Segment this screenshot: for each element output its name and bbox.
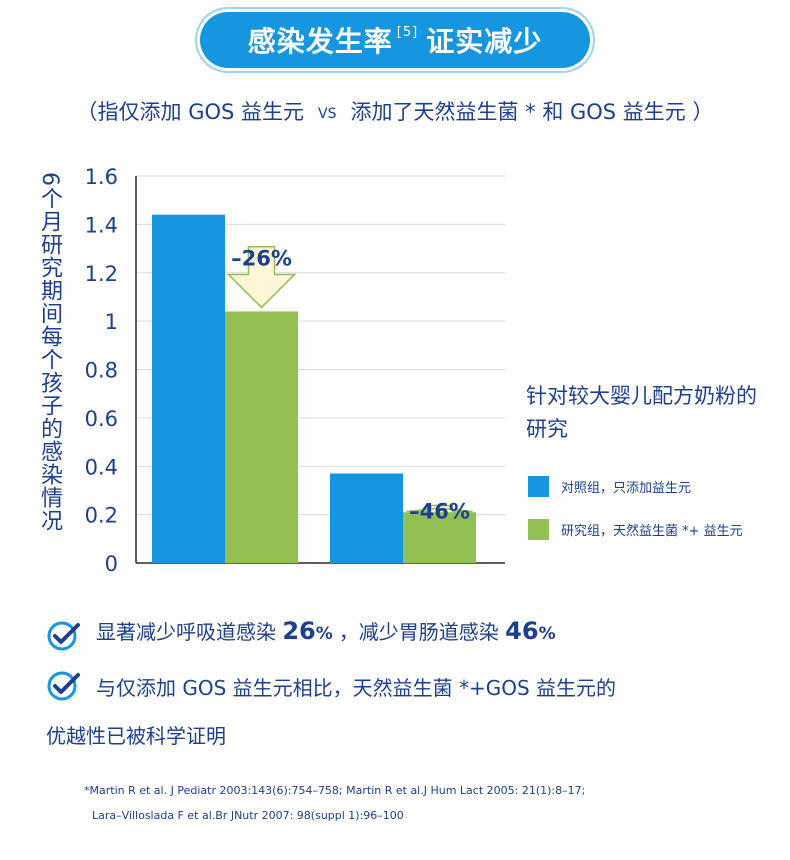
legend-swatch-study [528, 519, 549, 540]
bullet-1-number-1: 26 [282, 617, 316, 645]
bullet-1-percent-1: % [315, 624, 333, 644]
bullet-respiratory: 显著减少呼吸道感染 26% ，减少胃肠道感染 46% [46, 618, 562, 654]
bullet-1-text-b: ，减少胃肠道感染 [338, 620, 499, 644]
check-circle-icon [47, 671, 80, 701]
bullet-2-line-1: 与仅添加 GOS 益生元相比，天然益生菌 *+GOS 益生元的 [96, 676, 617, 700]
bullet-1-number-2: 46 [505, 617, 539, 645]
reference-line-2: Lara–Villoslada F et al.Br JNutr 2007: 9… [92, 809, 404, 822]
references: *Martin R et al. J Pediatr 2003:143(6):7… [84, 778, 585, 828]
y-tick-label: 0.6 [85, 407, 118, 431]
reference-line-1: *Martin R et al. J Pediatr 2003:143(6):7… [84, 784, 586, 797]
check-circle-icon [47, 621, 80, 651]
y-tick-label: 0.2 [85, 504, 118, 528]
bar-control-1 [152, 214, 225, 563]
title-end: 证实减少 [426, 25, 543, 58]
bullet-superiority: 与仅添加 GOS 益生元相比，天然益生菌 *+GOS 益生元的 优越性已被科学证… [46, 664, 616, 760]
subtitle: （指仅添加 GOS 益生元 VS 添加了天然益生菌 * 和 GOS 益生元 ） [0, 96, 790, 126]
y-tick-label: 1 [105, 310, 118, 334]
bar-chart: 1.6 1.4 1.2 1 0.8 0.6 0.4 0.2 0 –26% –46% [85, 165, 505, 576]
legend-item-control: 对照组，只添加益生元 [528, 476, 691, 497]
legend-swatch-control [528, 476, 549, 497]
title-banner: 感染发生率 [5] 证实减少 [200, 12, 590, 68]
legend-label-control: 对照组，只添加益生元 [561, 481, 692, 496]
y-tick-label: 0.4 [85, 455, 118, 479]
bullet-text-2: 与仅添加 GOS 益生元相比，天然益生菌 *+GOS 益生元的 优越性已被科学证… [46, 664, 617, 760]
legend-title: 针对较大婴儿配方奶粉的研究 [526, 384, 757, 441]
reduction-label: –26% [231, 247, 292, 271]
subtitle-left: （指仅添加 GOS 益生元 [76, 100, 304, 124]
y-tick-label: 1.6 [85, 165, 118, 189]
down-arrow-icon [406, 504, 473, 513]
bar-study-1 [225, 311, 298, 563]
y-tick-label: 1.4 [85, 213, 118, 237]
down-arrow-icon [226, 245, 297, 309]
bullet-1-text-a: 显著减少呼吸道感染 [96, 620, 276, 644]
bullet-2-line-2: 优越性已被科学证明 [46, 724, 226, 748]
y-tick-label: 0 [105, 552, 118, 576]
subtitle-right: 添加了天然益生菌 * 和 GOS 益生元 ） [350, 100, 714, 124]
y-axis-label: 6个月研究期间每个孩子的感染情况 [37, 172, 62, 532]
bar-study-2 [403, 512, 476, 563]
subtitle-vs: VS [318, 106, 337, 122]
title-reference: [5] [396, 24, 419, 40]
legend-label-study: 研究组，天然益生菌 *+ 益生元 [561, 524, 743, 539]
bar-control-2 [330, 473, 403, 563]
y-tick-label: 1.2 [85, 262, 118, 286]
legend-item-study: 研究组，天然益生菌 *+ 益生元 [528, 519, 743, 540]
y-tick-label: 0.8 [85, 359, 118, 383]
title-main: 感染发生率 [247, 25, 393, 58]
bullet-text-1: 显著减少呼吸道感染 26% ，减少胃肠道感染 46% [96, 618, 562, 647]
reduction-label: –46% [409, 500, 470, 524]
bullet-1-percent-2: % [538, 624, 556, 644]
